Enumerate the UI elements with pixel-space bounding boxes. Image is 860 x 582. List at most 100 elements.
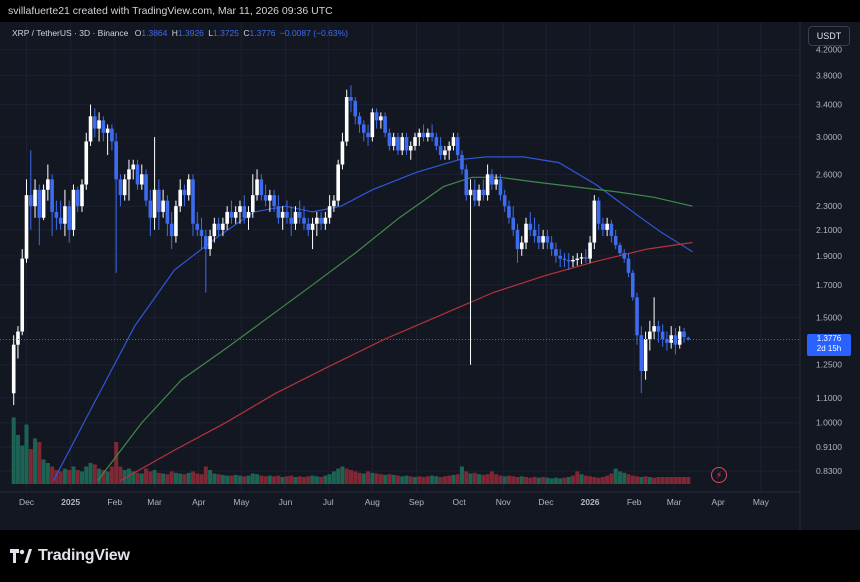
volume-bar <box>310 475 315 484</box>
price-chart[interactable]: 4.2000 3.8000 3.4000 3.0000 2.6000 2.3000 2.10… <box>0 22 860 530</box>
candle-body <box>545 236 550 243</box>
x-tick-label: Feb <box>107 497 122 507</box>
candle-body <box>379 116 383 121</box>
candle <box>216 217 221 237</box>
chart-background <box>0 22 860 530</box>
candle-body <box>11 344 16 394</box>
candle-body <box>229 211 234 218</box>
candle <box>344 89 349 146</box>
volume-bar <box>630 475 635 484</box>
x-tick-label: Dec <box>19 497 35 507</box>
symbol-label[interactable]: XRP / TetherUS · 3D · Binance <box>12 28 129 38</box>
candle-body <box>327 206 332 218</box>
volume-bar <box>472 472 477 484</box>
candle <box>357 112 362 133</box>
volume-bar <box>203 466 208 484</box>
volume-bar <box>84 466 89 484</box>
candle <box>558 249 562 268</box>
candle-body <box>609 223 614 237</box>
candle <box>46 164 50 201</box>
candle <box>97 112 101 142</box>
candle-body <box>524 223 528 243</box>
volume-bar <box>498 475 503 484</box>
volume-bar <box>425 476 430 484</box>
candle-body <box>208 236 212 250</box>
candle-body <box>28 195 33 207</box>
candle <box>41 184 46 221</box>
volume-bar <box>562 477 567 484</box>
candle <box>528 211 533 237</box>
candle-body <box>75 189 80 207</box>
candle-body <box>396 137 400 151</box>
volume-bar <box>383 474 388 484</box>
candle <box>421 124 426 142</box>
x-tick-label: 2025 <box>61 497 80 507</box>
candle <box>135 159 140 190</box>
volume-bar <box>532 477 537 484</box>
tradingview-logo-icon <box>10 549 32 563</box>
candle <box>413 132 417 151</box>
candle <box>353 97 358 125</box>
candle <box>50 174 54 237</box>
last-price-tag: 1.3776 2d 15h <box>807 334 851 357</box>
currency-button[interactable]: USDT <box>808 26 850 46</box>
candle <box>400 132 405 156</box>
candle <box>498 174 503 201</box>
volume-bar <box>41 459 46 484</box>
volume-bar <box>395 475 400 484</box>
volume-bar <box>229 475 234 484</box>
candle-body <box>648 331 652 339</box>
candle <box>268 189 272 212</box>
volume-bar <box>216 474 221 484</box>
candle <box>139 164 144 190</box>
volume-bar <box>417 476 422 484</box>
volume-bar <box>673 477 678 484</box>
candle-body <box>37 189 42 218</box>
volume-bar <box>686 477 691 484</box>
volume-bar <box>302 477 307 484</box>
y-tick-label: 3.0000 <box>816 132 842 142</box>
y-tick-label: 2.6000 <box>816 169 842 179</box>
lightning-icon[interactable]: ⚡ <box>711 467 727 483</box>
candle-body <box>216 223 221 230</box>
volume-bar <box>583 475 588 484</box>
candle-body <box>58 217 63 224</box>
open-value: 1.3864 <box>141 28 168 38</box>
candle <box>485 164 490 201</box>
candle-body <box>635 297 639 336</box>
last-price-value: 1.3776 <box>816 334 842 344</box>
volume-bar <box>430 475 435 484</box>
candle-body <box>349 97 353 101</box>
volume-bar <box>71 466 76 484</box>
volume-bar <box>622 472 627 484</box>
candle <box>208 229 212 256</box>
candle <box>182 184 187 207</box>
candle <box>417 128 422 146</box>
volume-bar <box>361 473 366 484</box>
candle <box>579 253 584 265</box>
tradingview-logo[interactable]: TradingView <box>10 547 130 565</box>
candle <box>639 326 644 394</box>
volume-bar <box>451 474 456 484</box>
candle-body <box>502 195 507 207</box>
candle-body <box>613 236 618 246</box>
candle-body <box>221 223 225 230</box>
candle-body <box>686 337 691 340</box>
chart-area[interactable]: 4.2000 3.8000 3.4000 3.0000 2.6000 2.3000 2.10… <box>0 22 860 530</box>
candle <box>178 179 183 212</box>
volume-bar <box>596 477 601 484</box>
open-label: O <box>134 28 142 38</box>
candle <box>272 189 276 212</box>
candle-body <box>293 211 298 224</box>
brand-wordmark: TradingView <box>38 547 130 564</box>
candle-body <box>677 331 682 345</box>
candle-body <box>310 223 315 230</box>
volume-bar <box>652 477 657 484</box>
candle <box>165 195 170 237</box>
volume-bar <box>408 476 413 484</box>
volume-bar <box>75 470 80 484</box>
candle-body <box>340 141 345 165</box>
candle-body <box>387 132 392 146</box>
volume-bar <box>246 475 251 484</box>
volume-bar <box>541 477 546 484</box>
